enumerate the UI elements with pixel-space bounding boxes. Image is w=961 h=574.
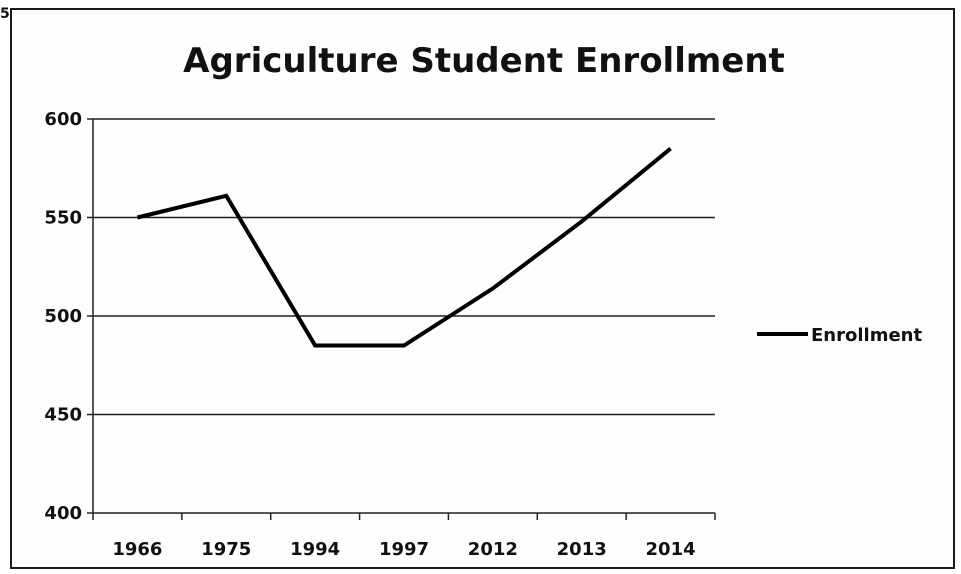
y-tick-label: 550 (44, 208, 82, 229)
chart-frame (10, 8, 955, 569)
x-tick-label: 2013 (557, 539, 607, 560)
x-tick-label: 1975 (201, 539, 251, 560)
x-tick-label: 1966 (112, 539, 162, 560)
x-tick-label: 2012 (468, 539, 518, 560)
gridlines (93, 118, 715, 416)
x-tick-label: 2014 (646, 539, 696, 560)
y-tick-label: 450 (44, 405, 82, 426)
y-tick-label: 600 (44, 109, 82, 130)
y-tick-label: 500 (44, 306, 82, 327)
stray-edge-mark: 5 (0, 6, 10, 22)
legend: Enrollment (757, 325, 922, 346)
x-tick-label: 1994 (290, 539, 340, 560)
x-tick-label: 1997 (379, 539, 429, 560)
axes: 400 450 500 550 600 1966 1975 1994 1997 2012 2013 2… (44, 109, 716, 560)
y-tick-label: 400 (44, 503, 82, 524)
legend-label-enrollment: Enrollment (811, 325, 922, 346)
series-layer (136, 147, 672, 348)
chart-title: Agriculture Student Enrollment (183, 41, 785, 81)
